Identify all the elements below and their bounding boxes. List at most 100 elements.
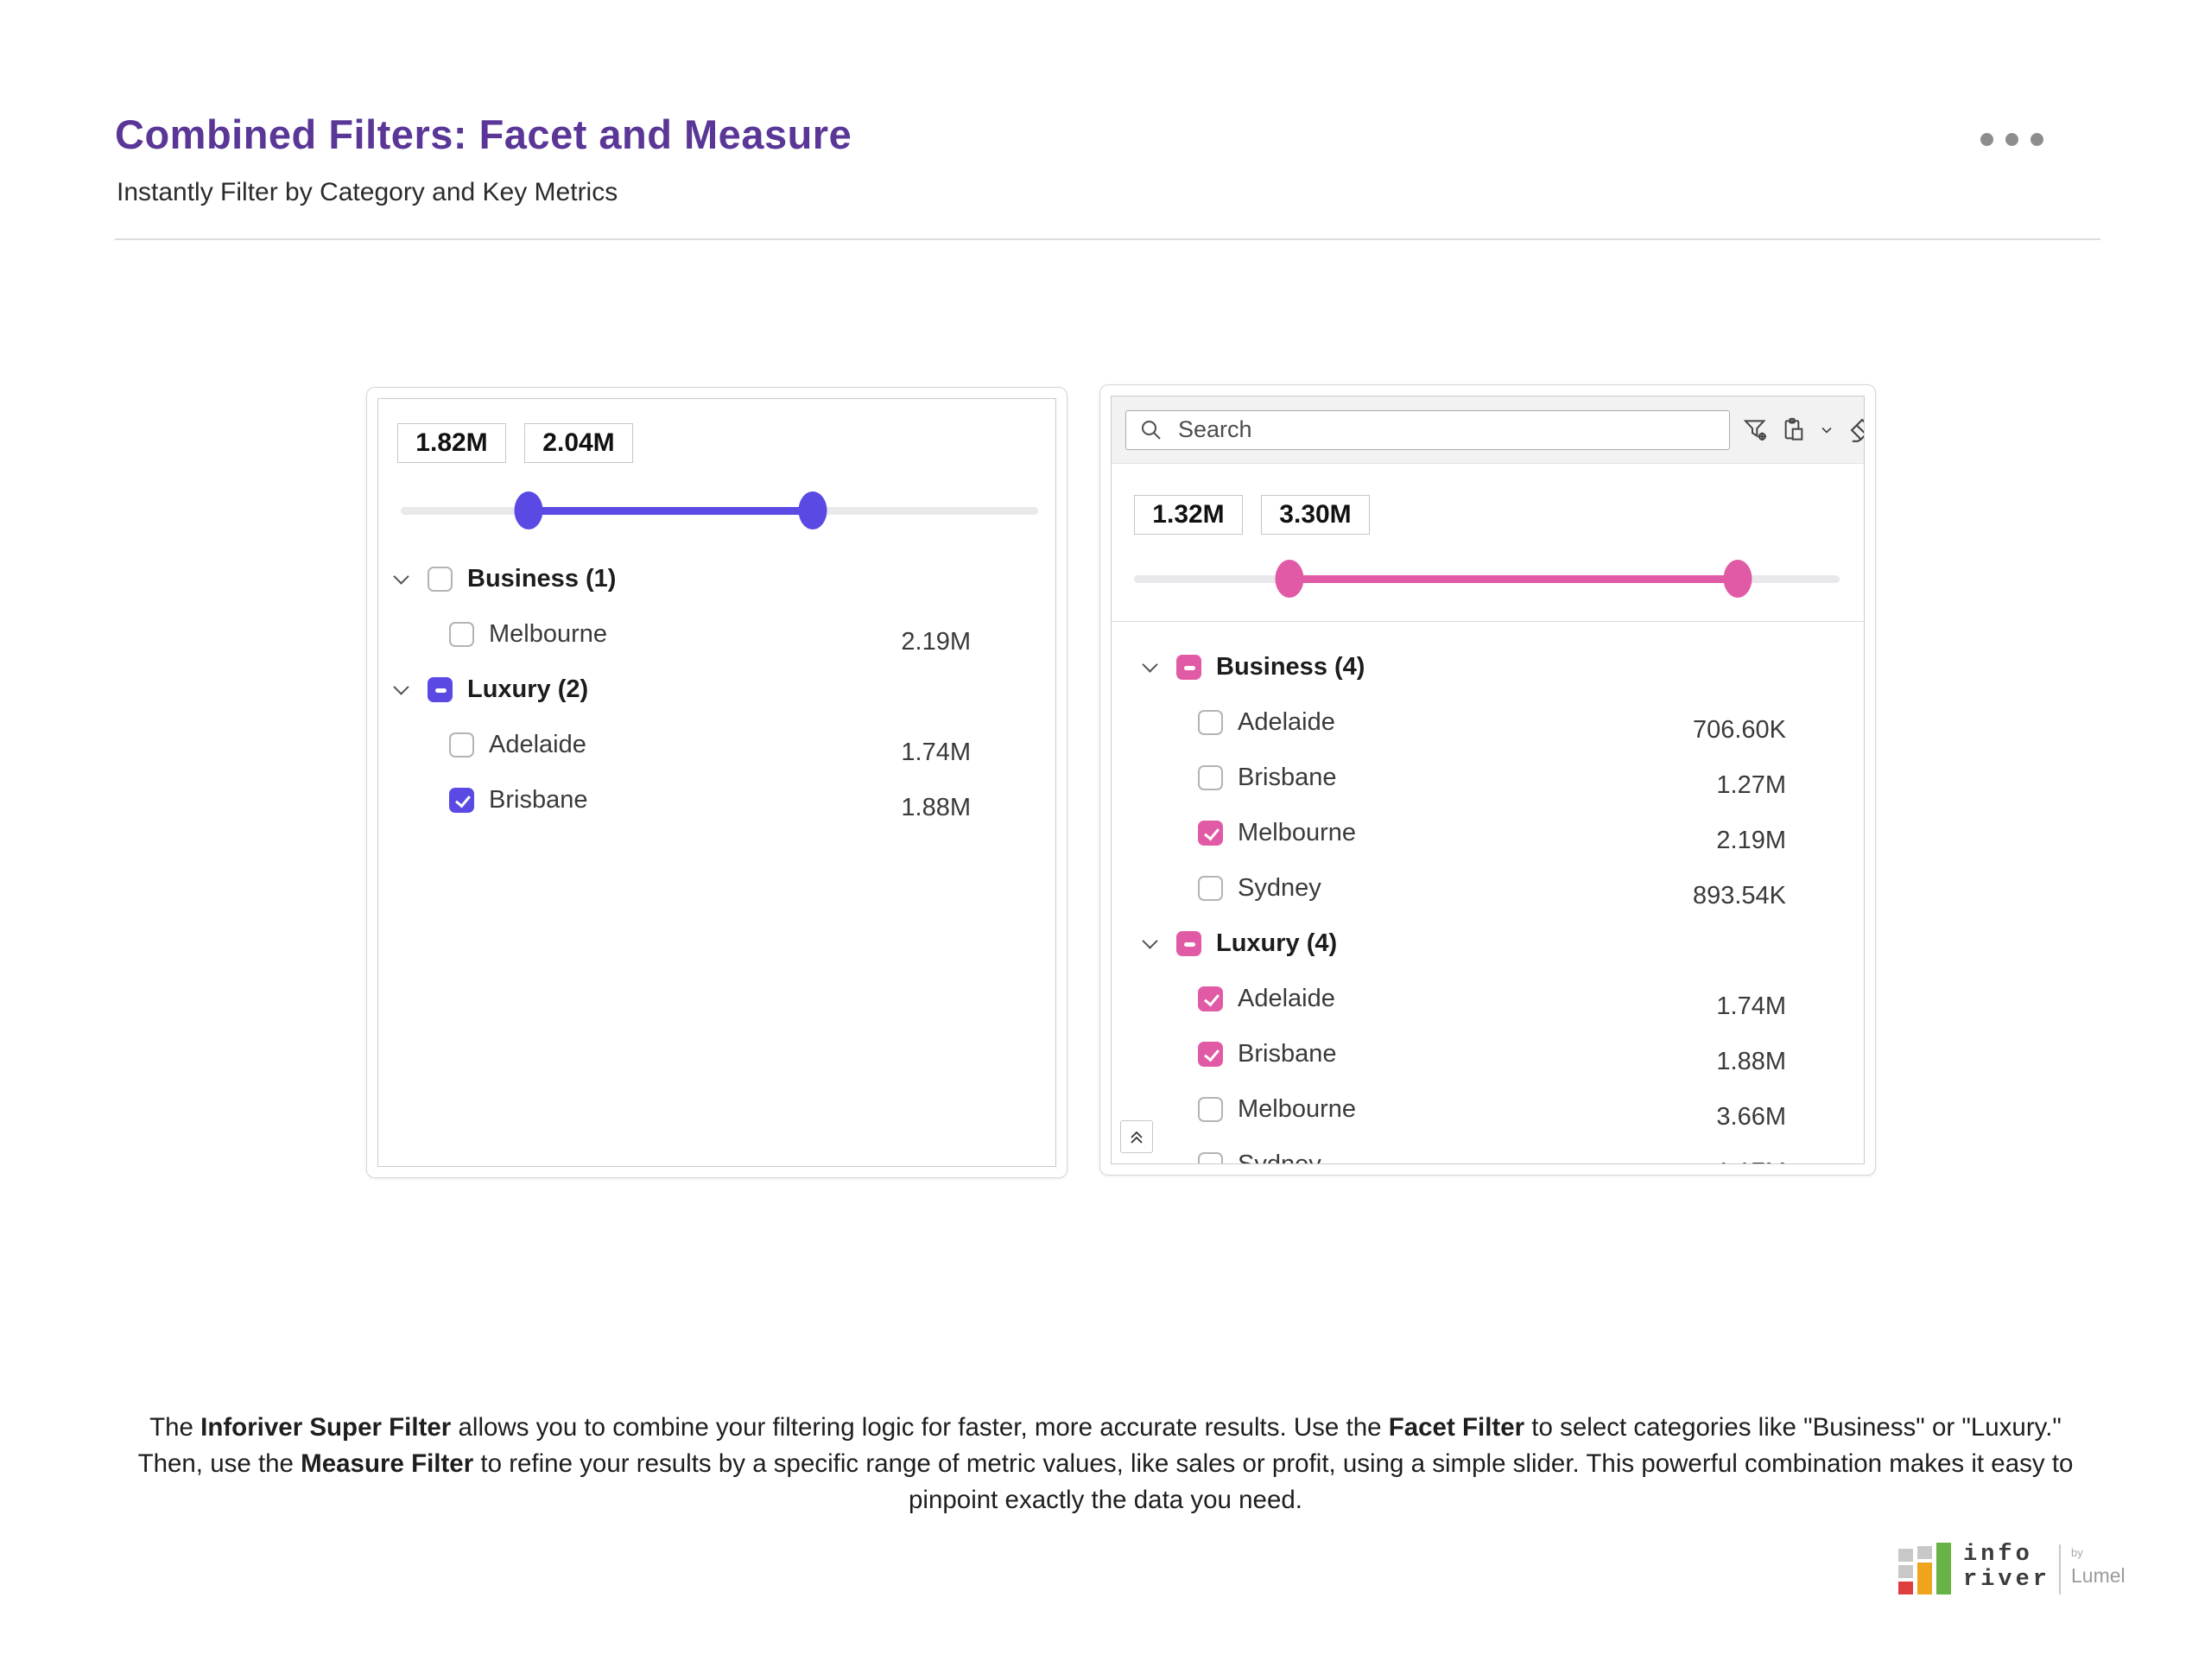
filter-settings-icon[interactable] [1742, 416, 1770, 444]
slider-handle-min[interactable] [514, 491, 543, 529]
chevron-down-icon[interactable] [390, 678, 413, 701]
item-checkbox[interactable] [1198, 1151, 1223, 1163]
range-max-input[interactable]: 3.30M [1261, 495, 1370, 535]
group-checkbox[interactable] [1176, 654, 1201, 680]
facet-item-sydney[interactable]: Sydney 893.54K [1112, 860, 1864, 916]
description-segment: The [149, 1413, 201, 1442]
measure-range-slider[interactable] [1134, 559, 1840, 599]
item-checkbox[interactable] [1198, 1041, 1223, 1067]
item-value: 2.19M [1716, 826, 1786, 854]
facet-item-melbourne[interactable]: Melbourne 2.19M [1112, 805, 1864, 860]
range-max-input[interactable]: 2.04M [524, 423, 633, 463]
item-checkbox[interactable] [1198, 1096, 1223, 1122]
right-filter-panel: Search [1099, 384, 1876, 1176]
search-placeholder: Search [1178, 416, 1252, 442]
item-label: Adelaide [1238, 984, 1335, 1012]
item-label: Melbourne [489, 619, 608, 648]
left-facet-tree: Business (1) Melbourne 2.19M Luxury (2) … [378, 551, 1055, 827]
item-value: 1.88M [901, 793, 971, 821]
facet-item-adelaide[interactable]: Adelaide 706.60K [1112, 694, 1864, 750]
item-checkbox[interactable] [1198, 709, 1223, 735]
item-value: 1.27M [1716, 770, 1786, 799]
logo-company-text: Lumel [2071, 1564, 2125, 1587]
item-checkbox[interactable] [1198, 875, 1223, 901]
description-text: The Inforiver Super Filter allows you to… [121, 1410, 2090, 1518]
range-min-input[interactable]: 1.82M [397, 423, 506, 463]
facet-item-melbourne[interactable]: Melbourne 2.19M [378, 606, 1055, 662]
item-value: 1.74M [1716, 992, 1786, 1020]
item-label: Sydney [1238, 1150, 1321, 1164]
description-segment-bold: Facet Filter [1388, 1413, 1525, 1442]
item-value: 1.17M [1716, 1158, 1864, 1164]
slider-handle-max[interactable] [1723, 560, 1752, 598]
range-min-input[interactable]: 1.32M [1134, 495, 1243, 535]
copy-icon[interactable] [1780, 416, 1808, 444]
group-label: Business (1) [467, 564, 617, 593]
group-checkbox[interactable] [428, 676, 453, 702]
page-title: Combined Filters: Facet and Measure [115, 111, 852, 157]
item-value: 1.74M [901, 738, 971, 766]
chevron-down-icon[interactable] [390, 567, 413, 590]
item-checkbox[interactable] [449, 732, 474, 758]
search-input[interactable]: Search [1125, 409, 1730, 450]
slider-fill [1289, 575, 1738, 583]
ellipsis-dot [2005, 133, 2018, 146]
facet-item-melbourne[interactable]: Melbourne 3.66M [1112, 1081, 1864, 1137]
item-label: Brisbane [489, 785, 588, 814]
item-label: Adelaide [1238, 707, 1335, 736]
item-checkbox[interactable] [1198, 764, 1223, 790]
group-checkbox[interactable] [428, 566, 453, 592]
facet-item-brisbane[interactable]: Brisbane 1.27M [1112, 750, 1864, 805]
chevron-down-icon[interactable] [1139, 656, 1162, 678]
item-label: Melbourne [1238, 818, 1357, 846]
header-divider [115, 238, 2100, 240]
item-checkbox[interactable] [449, 621, 474, 647]
description-segment-bold: Measure Filter [301, 1449, 474, 1478]
item-value: 893.54K [1692, 881, 1786, 910]
facet-group-business[interactable]: Business (4) [1112, 639, 1864, 694]
slider-handle-min[interactable] [1275, 560, 1304, 598]
facet-group-luxury[interactable]: Luxury (4) [1112, 916, 1864, 971]
facet-item-brisbane[interactable]: Brisbane 1.88M [378, 772, 1055, 827]
inforiver-logo-text: info river [1963, 1542, 2051, 1593]
left-filter-card: 1.82M 2.04M Business (1) Melbourne 2.19M [377, 398, 1056, 1167]
ellipsis-dot [1980, 133, 1993, 146]
slider-handle-max[interactable] [798, 491, 827, 529]
item-label: Melbourne [1238, 1094, 1357, 1123]
chevron-down-icon[interactable] [1139, 932, 1162, 954]
logo-by-text: by [2071, 1546, 2083, 1559]
ellipsis-icon[interactable] [1980, 133, 2043, 146]
item-checkbox[interactable] [1198, 820, 1223, 846]
ellipsis-dot [2030, 133, 2043, 146]
facet-item-adelaide[interactable]: Adelaide 1.74M [378, 717, 1055, 772]
search-icon [1138, 417, 1164, 443]
chevrons-up-icon[interactable] [1120, 1120, 1153, 1153]
item-checkbox[interactable] [1198, 986, 1223, 1011]
right-facet-tree: Business (4) Adelaide 706.60K Brisbane 1… [1112, 639, 1864, 1164]
left-filter-panel: 1.82M 2.04M Business (1) Melbourne 2.19M [366, 387, 1067, 1178]
description-segment: to select categories like "Business" or … [137, 1413, 2062, 1478]
group-label: Luxury (2) [467, 675, 589, 703]
facet-group-luxury[interactable]: Luxury (2) [378, 662, 1055, 717]
facet-item-adelaide[interactable]: Adelaide 1.74M [1112, 971, 1864, 1026]
group-label: Business (4) [1216, 652, 1365, 681]
item-label: Adelaide [489, 730, 586, 758]
facet-group-business[interactable]: Business (1) [378, 551, 1055, 606]
facet-item-sydney[interactable]: Sydney 1.17M [1112, 1137, 1864, 1164]
filter-toolbar [1742, 415, 1864, 445]
eraser-icon[interactable] [1846, 415, 1864, 445]
item-value: 2.19M [901, 627, 971, 656]
item-value: 706.60K [1692, 715, 1786, 744]
slider-fill [528, 507, 814, 515]
description-segment: allows you to combine your filtering log… [451, 1413, 1389, 1442]
right-filter-card: Search [1111, 396, 1865, 1164]
facet-item-brisbane[interactable]: Brisbane 1.88M [1112, 1026, 1864, 1081]
item-label: Sydney [1238, 873, 1321, 902]
group-label: Luxury (4) [1216, 929, 1338, 957]
measure-range-slider[interactable] [401, 491, 1038, 530]
group-checkbox[interactable] [1176, 930, 1201, 956]
left-range-boxes: 1.82M 2.04M [397, 423, 1055, 463]
chevron-down-icon[interactable] [1818, 422, 1835, 439]
item-checkbox[interactable] [449, 787, 474, 813]
logo-divider [2059, 1544, 2062, 1594]
